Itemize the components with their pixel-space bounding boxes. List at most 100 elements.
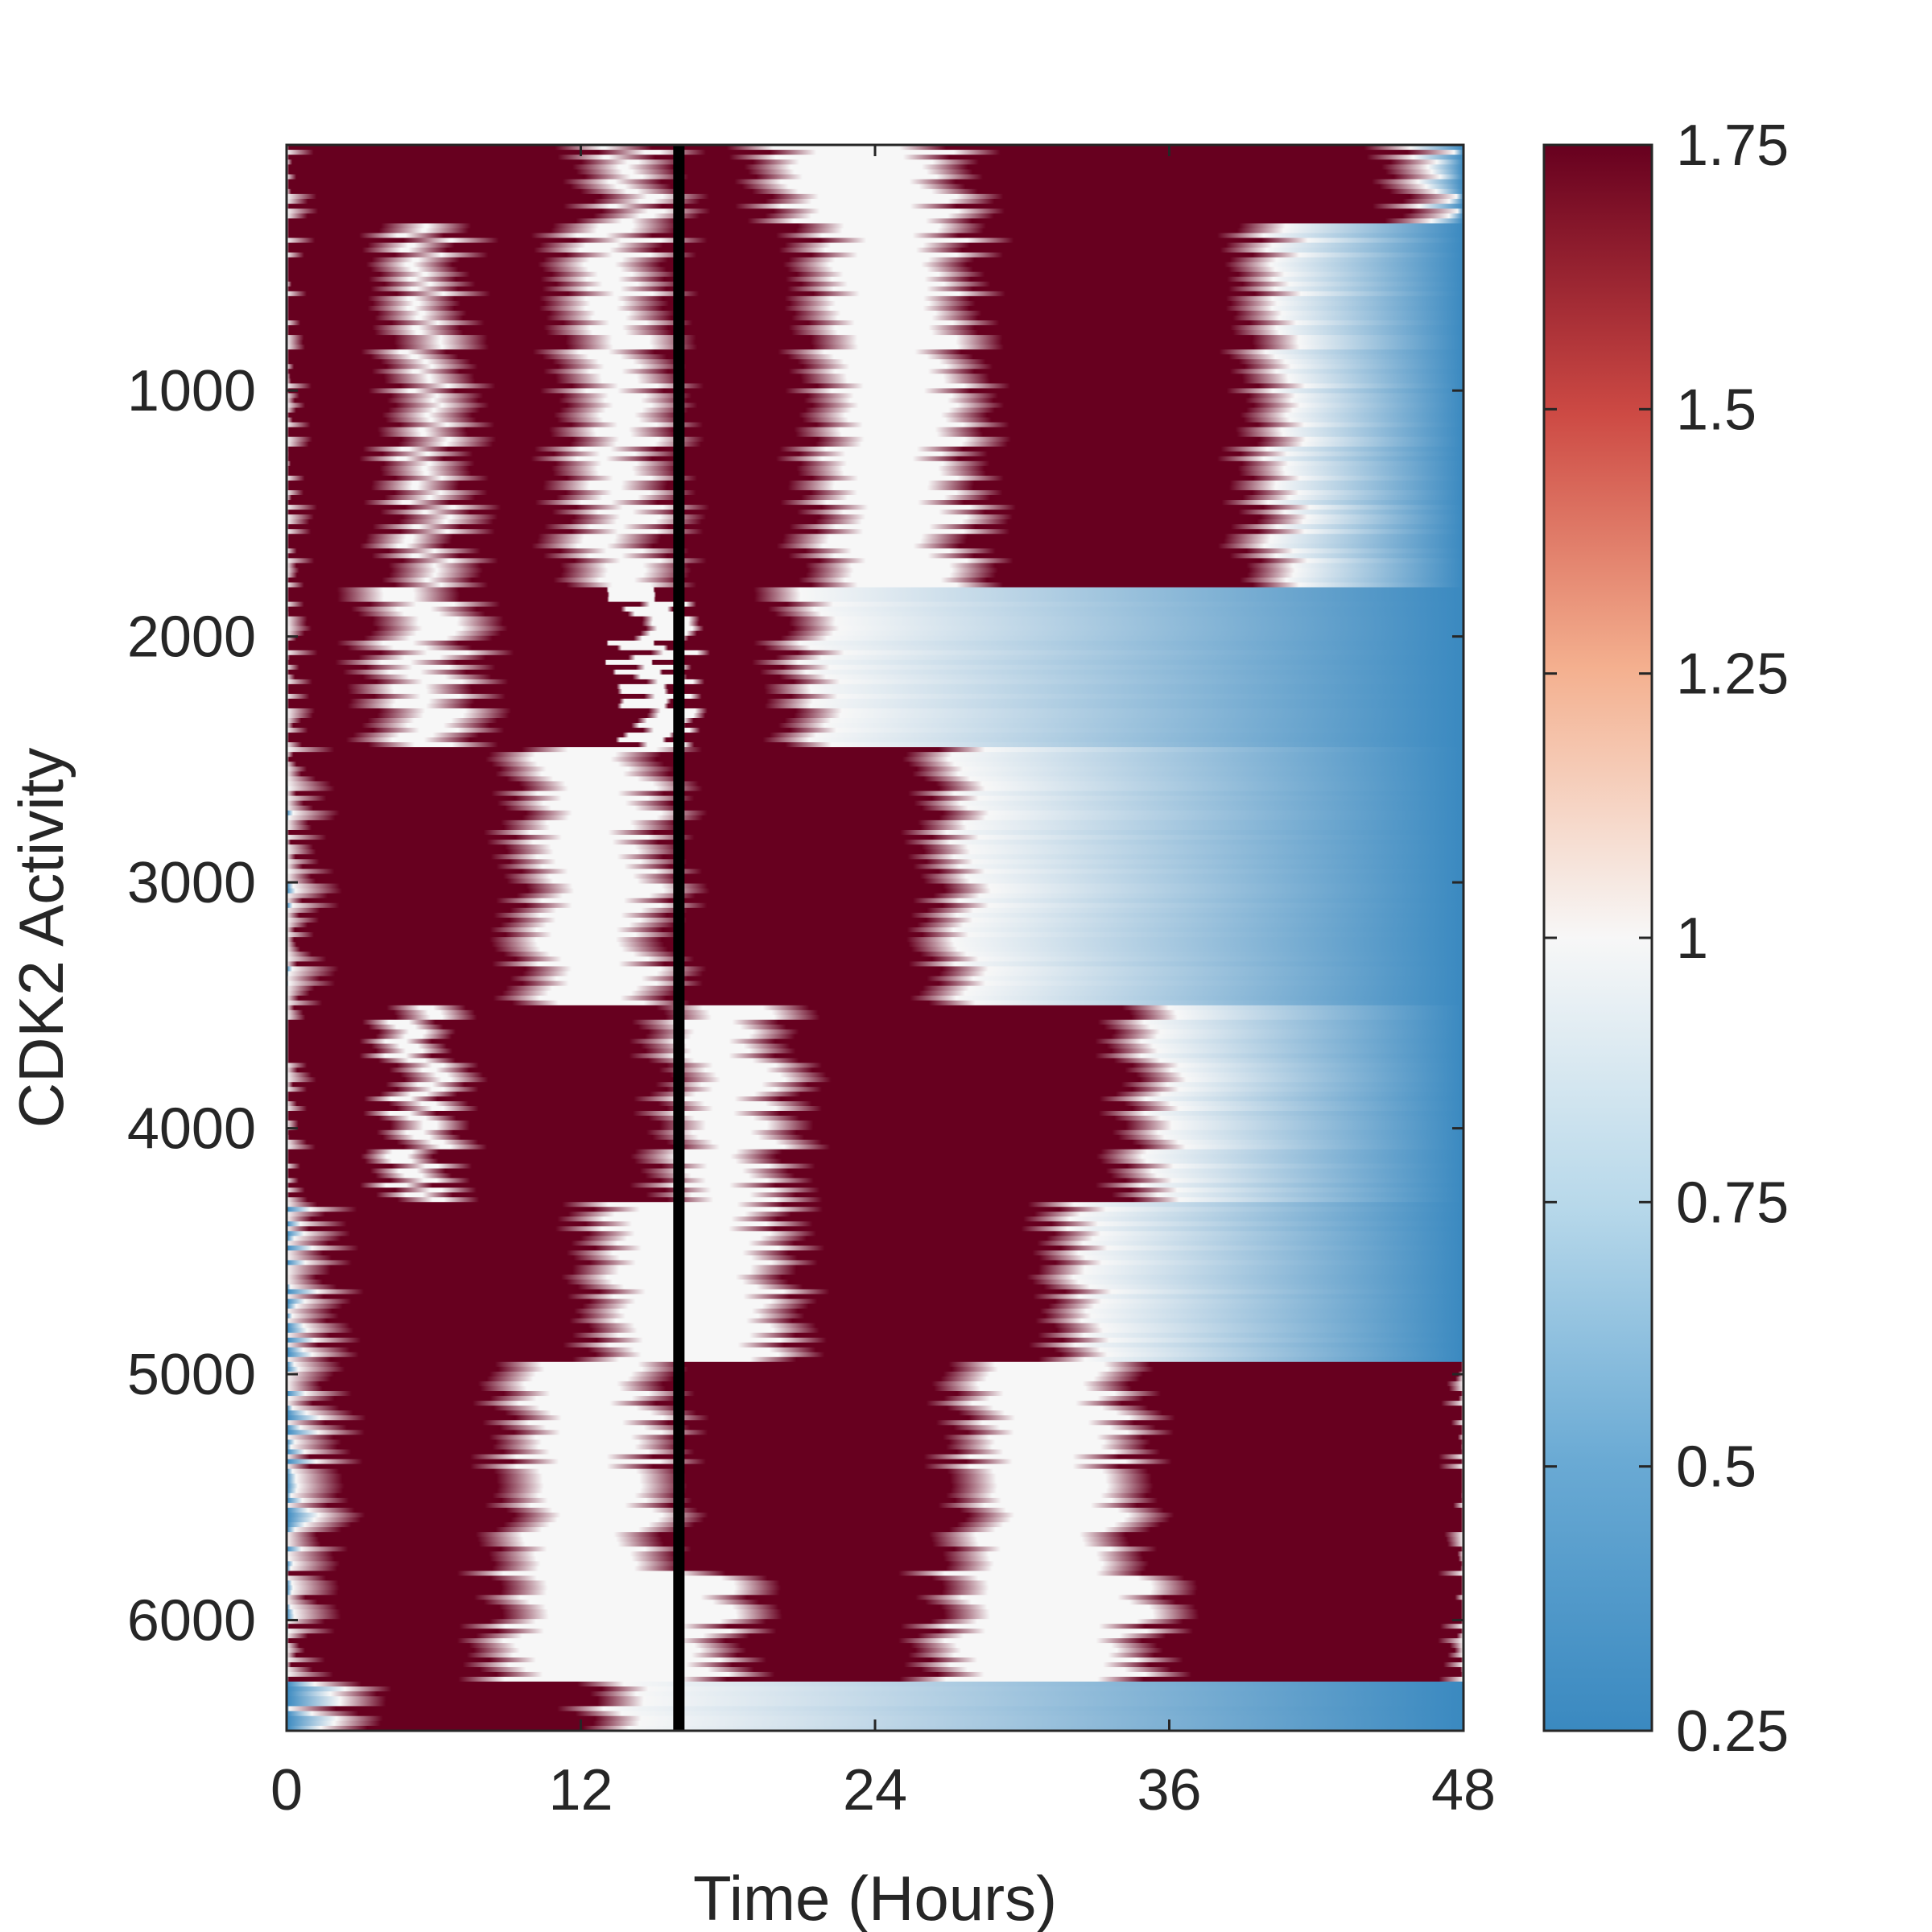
heatmap-row-strip bbox=[287, 1406, 1463, 1411]
heatmap-row-strip bbox=[287, 801, 1463, 807]
heatmap-row-strip bbox=[287, 1672, 1463, 1678]
heatmap-row-strip bbox=[287, 1575, 1463, 1581]
heatmap-row-strip bbox=[287, 301, 1463, 307]
heatmap-row-strip bbox=[287, 1285, 1463, 1290]
heatmap-row-strip bbox=[287, 461, 1463, 467]
heatmap-row-strip bbox=[287, 563, 1463, 568]
heatmap-row-strip bbox=[287, 1173, 1463, 1179]
heatmap-row-strip bbox=[287, 510, 1463, 515]
heatmap-row-strip bbox=[287, 1498, 1463, 1504]
heatmap-row-strip bbox=[287, 1566, 1463, 1571]
heatmap-row-strip bbox=[287, 873, 1463, 879]
heatmap-row-strip bbox=[287, 1435, 1463, 1440]
colorbar-tick-label: 1.75 bbox=[1676, 114, 1789, 178]
heatmap-row-strip bbox=[287, 776, 1463, 782]
heatmap-row-strip bbox=[287, 1015, 1463, 1021]
heatmap-row-strip bbox=[287, 1372, 1463, 1377]
heatmap-row-strip bbox=[287, 1236, 1463, 1241]
heatmap-row-strip bbox=[287, 602, 1463, 608]
heatmap-row-strip bbox=[287, 1121, 1463, 1126]
heatmap-row-strip bbox=[287, 1328, 1463, 1334]
heatmap-row-strip bbox=[287, 1314, 1463, 1319]
heatmap-row-strip bbox=[287, 495, 1463, 501]
heatmap-row-strip bbox=[287, 243, 1463, 249]
heatmap-row-strip bbox=[287, 1546, 1463, 1552]
x-tick-label: 0 bbox=[270, 1758, 303, 1823]
heatmap-row-strip bbox=[287, 835, 1463, 840]
heatmap-row-strip bbox=[287, 423, 1463, 428]
heatmap-row-strip bbox=[287, 947, 1463, 952]
heatmap-row-strip bbox=[287, 1116, 1463, 1121]
heatmap-row-strip bbox=[287, 1522, 1463, 1528]
heatmap-row-strip bbox=[287, 1396, 1463, 1402]
heatmap-row-strip bbox=[287, 636, 1463, 642]
heatmap-row-strip bbox=[287, 952, 1463, 957]
heatmap-row-strip bbox=[287, 543, 1463, 549]
heatmap-row-strip bbox=[287, 621, 1463, 627]
heatmap-row-strip bbox=[287, 272, 1463, 278]
heatmap-row-strip bbox=[287, 737, 1463, 743]
heatmap-row-strip bbox=[287, 437, 1463, 443]
heatmap-row-strip bbox=[287, 650, 1463, 656]
heatmap-row-strip bbox=[287, 1197, 1463, 1203]
heatmap-row-strip bbox=[287, 1159, 1463, 1165]
heatmap-row-strip bbox=[287, 1192, 1463, 1198]
heatmap-row-strip bbox=[287, 811, 1463, 816]
heatmap-row-strip bbox=[287, 1386, 1463, 1392]
heatmap-row-strip bbox=[287, 1479, 1463, 1484]
heatmap-row-strip bbox=[287, 665, 1463, 671]
heatmap-row-strip bbox=[287, 830, 1463, 836]
heatmap-row-strip bbox=[287, 733, 1463, 738]
heatmap-row-strip bbox=[287, 1381, 1463, 1387]
heatmap-row-strip bbox=[287, 766, 1463, 772]
heatmap-row-strip bbox=[287, 806, 1463, 811]
heatmap-row-strip bbox=[287, 689, 1463, 695]
heatmap-row-strip bbox=[287, 253, 1463, 258]
heatmap-row-strip bbox=[287, 854, 1463, 860]
heatmap-row-strip bbox=[287, 169, 1463, 175]
heatmap-row-strip bbox=[287, 418, 1463, 423]
heatmap-row-strip bbox=[287, 708, 1463, 714]
heatmap-row-strip bbox=[287, 1638, 1463, 1644]
heatmap-row-strip bbox=[287, 1020, 1463, 1026]
x-axis-label: Time (Hours) bbox=[693, 1863, 1057, 1932]
heatmap-row-strip bbox=[287, 1420, 1463, 1426]
x-tick-label: 12 bbox=[548, 1758, 613, 1823]
heatmap-row-strip bbox=[287, 238, 1463, 244]
heatmap-row-strip bbox=[287, 277, 1463, 283]
heatmap-row-strip bbox=[287, 1604, 1463, 1610]
heatmap-row-strip bbox=[287, 679, 1463, 685]
colorbar-tick-label: 0.5 bbox=[1676, 1435, 1757, 1500]
heatmap-row-strip bbox=[287, 1648, 1463, 1653]
heatmap-row-strip bbox=[287, 1484, 1463, 1489]
heatmap-row-strip bbox=[287, 1044, 1463, 1050]
heatmap-row-strip bbox=[287, 879, 1463, 885]
heatmap-row-strip bbox=[287, 1439, 1463, 1445]
heatmap-row-strip bbox=[287, 306, 1463, 312]
heatmap-row-strip bbox=[287, 762, 1463, 767]
heatmap-row-strip bbox=[287, 199, 1463, 204]
heatmap-row-strip bbox=[287, 1274, 1463, 1280]
heatmap-row-strip bbox=[287, 1561, 1463, 1567]
heatmap-row-strip bbox=[287, 937, 1463, 943]
heatmap-row-strip bbox=[287, 402, 1463, 408]
heatmap-row-strip bbox=[287, 996, 1463, 1001]
x-tick-label: 24 bbox=[843, 1758, 907, 1823]
heatmap-row-strip bbox=[287, 1058, 1463, 1063]
heatmap-row-strip bbox=[287, 316, 1463, 321]
heatmap-row-strip bbox=[287, 248, 1463, 254]
heatmap-row-strip bbox=[287, 1025, 1463, 1030]
heatmap-row-strip bbox=[287, 1343, 1463, 1348]
heatmap-row-strip bbox=[287, 1226, 1463, 1232]
heatmap-row-strip bbox=[287, 1464, 1463, 1470]
heatmap-row-strip bbox=[287, 1087, 1463, 1092]
heatmap-row-strip bbox=[287, 189, 1463, 195]
heatmap-row-strip bbox=[287, 913, 1463, 919]
heatmap-row-strip bbox=[287, 218, 1463, 224]
heatmap-row-strip bbox=[287, 1178, 1463, 1183]
heatmap-row-strip bbox=[287, 383, 1463, 389]
heatmap-row-strip bbox=[287, 267, 1463, 273]
heatmap-row-strip bbox=[287, 1241, 1463, 1246]
heatmap-row-strip bbox=[287, 1362, 1463, 1368]
y-tick-label: 4000 bbox=[127, 1097, 256, 1162]
